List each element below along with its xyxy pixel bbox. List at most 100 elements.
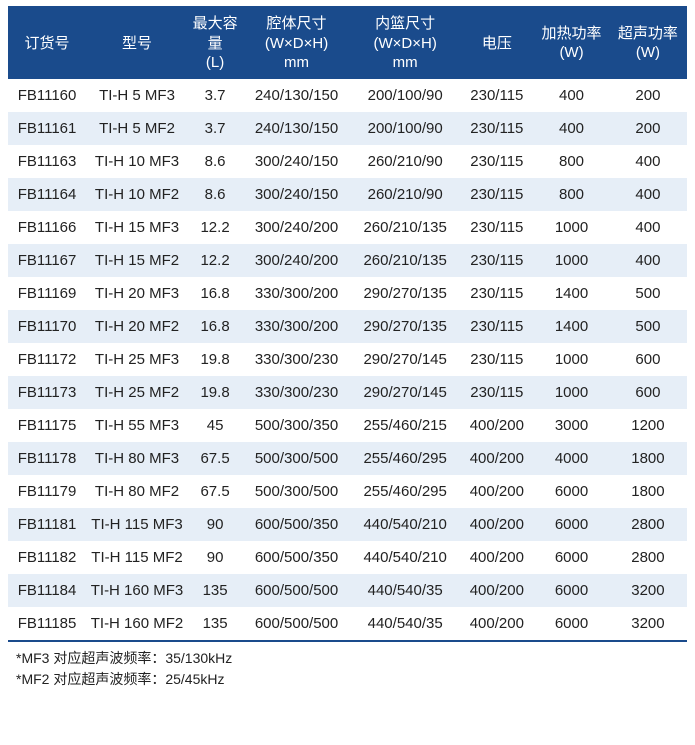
table-cell: 19.8 [188, 343, 242, 376]
table-cell: TI-H 20 MF2 [86, 310, 188, 343]
table-row: FB11172TI-H 25 MF319.8330/300/230290/270… [8, 343, 687, 376]
table-cell: 230/115 [459, 79, 534, 112]
table-cell: 600/500/350 [242, 541, 351, 574]
table-cell: 230/115 [459, 178, 534, 211]
table-cell: 90 [188, 541, 242, 574]
table-cell: 600 [609, 343, 687, 376]
table-cell: 400 [609, 145, 687, 178]
table-cell: 330/300/200 [242, 310, 351, 343]
table-cell: 1000 [534, 244, 609, 277]
table-cell: TI-H 80 MF2 [86, 475, 188, 508]
table-cell: 2800 [609, 508, 687, 541]
table-cell: 1000 [534, 376, 609, 409]
table-row: FB11173TI-H 25 MF219.8330/300/230290/270… [8, 376, 687, 409]
table-cell: 6000 [534, 607, 609, 641]
table-cell: FB11181 [8, 508, 86, 541]
table-cell: FB11160 [8, 79, 86, 112]
table-cell: 400/200 [459, 475, 534, 508]
table-cell: 300/240/150 [242, 145, 351, 178]
table-cell: 300/240/150 [242, 178, 351, 211]
table-cell: 400 [609, 211, 687, 244]
table-cell: 290/270/145 [351, 376, 460, 409]
table-cell: 400/200 [459, 607, 534, 641]
table-cell: 500/300/350 [242, 409, 351, 442]
table-cell: 300/240/200 [242, 244, 351, 277]
table-cell: FB11166 [8, 211, 86, 244]
table-cell: 330/300/230 [242, 343, 351, 376]
table-cell: 1000 [534, 211, 609, 244]
table-row: FB11169TI-H 20 MF316.8330/300/200290/270… [8, 277, 687, 310]
table-cell: 400/200 [459, 442, 534, 475]
table-cell: TI-H 55 MF3 [86, 409, 188, 442]
table-cell: 400 [609, 244, 687, 277]
table-cell: 500 [609, 277, 687, 310]
table-cell: 3.7 [188, 112, 242, 145]
table-row: FB11161TI-H 5 MF23.7240/130/150200/100/9… [8, 112, 687, 145]
table-row: FB11179TI-H 80 MF267.5500/300/500255/460… [8, 475, 687, 508]
table-row: FB11170TI-H 20 MF216.8330/300/200290/270… [8, 310, 687, 343]
table-cell: 230/115 [459, 211, 534, 244]
table-cell: TI-H 115 MF2 [86, 541, 188, 574]
table-cell: 3000 [534, 409, 609, 442]
table-row: FB11181TI-H 115 MF390600/500/350440/540/… [8, 508, 687, 541]
table-cell: 400/200 [459, 409, 534, 442]
table-cell: 500/300/500 [242, 475, 351, 508]
table-cell: 800 [534, 178, 609, 211]
table-cell: TI-H 25 MF2 [86, 376, 188, 409]
table-cell: 67.5 [188, 442, 242, 475]
table-cell: 440/540/210 [351, 541, 460, 574]
table-cell: 6000 [534, 541, 609, 574]
table-cell: FB11172 [8, 343, 86, 376]
table-cell: 260/210/90 [351, 178, 460, 211]
table-cell: 1800 [609, 442, 687, 475]
table-cell: 500/300/500 [242, 442, 351, 475]
table-cell: 1400 [534, 310, 609, 343]
table-cell: 440/540/35 [351, 574, 460, 607]
table-cell: FB11182 [8, 541, 86, 574]
table-cell: 1000 [534, 343, 609, 376]
spec-table: 订货号型号最大容量(L)腔体尺寸(W×D×H)mm内篮尺寸(W×D×H)mm电压… [8, 6, 687, 642]
table-row: FB11182TI-H 115 MF290600/500/350440/540/… [8, 541, 687, 574]
table-cell: 200/100/90 [351, 112, 460, 145]
table-cell: 45 [188, 409, 242, 442]
table-cell: FB11173 [8, 376, 86, 409]
table-cell: FB11169 [8, 277, 86, 310]
table-cell: 400/200 [459, 574, 534, 607]
table-cell: TI-H 5 MF3 [86, 79, 188, 112]
table-cell: 16.8 [188, 277, 242, 310]
table-cell: FB11164 [8, 178, 86, 211]
table-cell: 2800 [609, 541, 687, 574]
table-cell: FB11185 [8, 607, 86, 641]
table-cell: 230/115 [459, 343, 534, 376]
table-row: FB11160TI-H 5 MF33.7240/130/150200/100/9… [8, 79, 687, 112]
table-cell: FB11167 [8, 244, 86, 277]
table-row: FB11184TI-H 160 MF3135600/500/500440/540… [8, 574, 687, 607]
table-cell: TI-H 80 MF3 [86, 442, 188, 475]
table-cell: 90 [188, 508, 242, 541]
table-row: FB11163TI-H 10 MF38.6300/240/150260/210/… [8, 145, 687, 178]
table-row: FB11175TI-H 55 MF345500/300/350255/460/2… [8, 409, 687, 442]
table-cell: 67.5 [188, 475, 242, 508]
table-cell: 230/115 [459, 277, 534, 310]
table-row: FB11185TI-H 160 MF2135600/500/500440/540… [8, 607, 687, 641]
column-header: 腔体尺寸(W×D×H)mm [242, 7, 351, 79]
table-cell: 255/460/295 [351, 475, 460, 508]
table-cell: 800 [534, 145, 609, 178]
table-cell: 400 [534, 79, 609, 112]
table-cell: FB11179 [8, 475, 86, 508]
table-cell: 240/130/150 [242, 79, 351, 112]
table-cell: 230/115 [459, 145, 534, 178]
table-cell: 290/270/145 [351, 343, 460, 376]
table-cell: 400/200 [459, 508, 534, 541]
table-cell: 330/300/230 [242, 376, 351, 409]
table-cell: 1400 [534, 277, 609, 310]
table-container: 订货号型号最大容量(L)腔体尺寸(W×D×H)mm内篮尺寸(W×D×H)mm电压… [0, 0, 695, 698]
table-body: FB11160TI-H 5 MF33.7240/130/150200/100/9… [8, 79, 687, 641]
table-header: 订货号型号最大容量(L)腔体尺寸(W×D×H)mm内篮尺寸(W×D×H)mm电压… [8, 7, 687, 79]
table-cell: FB11175 [8, 409, 86, 442]
table-cell: 3200 [609, 607, 687, 641]
table-cell: TI-H 10 MF3 [86, 145, 188, 178]
table-cell: 200 [609, 79, 687, 112]
table-cell: 230/115 [459, 112, 534, 145]
footnote-line: *MF2 对应超声波频率：25/45kHz [16, 669, 685, 690]
